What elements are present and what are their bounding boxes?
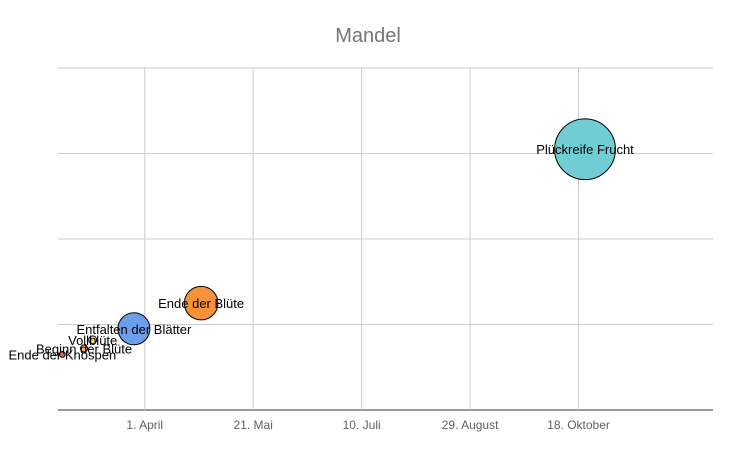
bubble-label: Plückreife Frucht [536,142,634,157]
bubble [117,312,151,346]
chart-title: Mandel [335,25,401,47]
x-tick-label: 1. April [126,418,163,432]
x-tick-label: 10. Juli [343,418,381,432]
x-axis-ticks: 1. April 21. Mai 10. Juli 29. August 18. Okt… [126,418,609,432]
bubble [58,351,66,358]
bubble-label: Beginn der Blüte [36,341,132,356]
x-tick-label: 18. Oktober [547,418,610,432]
x-tick-label: 29. August [442,418,499,432]
bubble-label: Entfalten der Blätter [76,322,192,337]
bubble [183,285,219,321]
bubble [88,335,98,345]
gridlines [58,67,713,411]
bubble [80,344,89,353]
bubble-label: Vollblüte [68,333,117,348]
bubble [554,118,616,181]
bubble-label: Ende der Blüte [158,296,244,311]
bubbles [58,118,616,358]
bubble-label: Ende der Knospen [8,347,116,362]
x-tick-label: 21. Mai [234,418,273,432]
